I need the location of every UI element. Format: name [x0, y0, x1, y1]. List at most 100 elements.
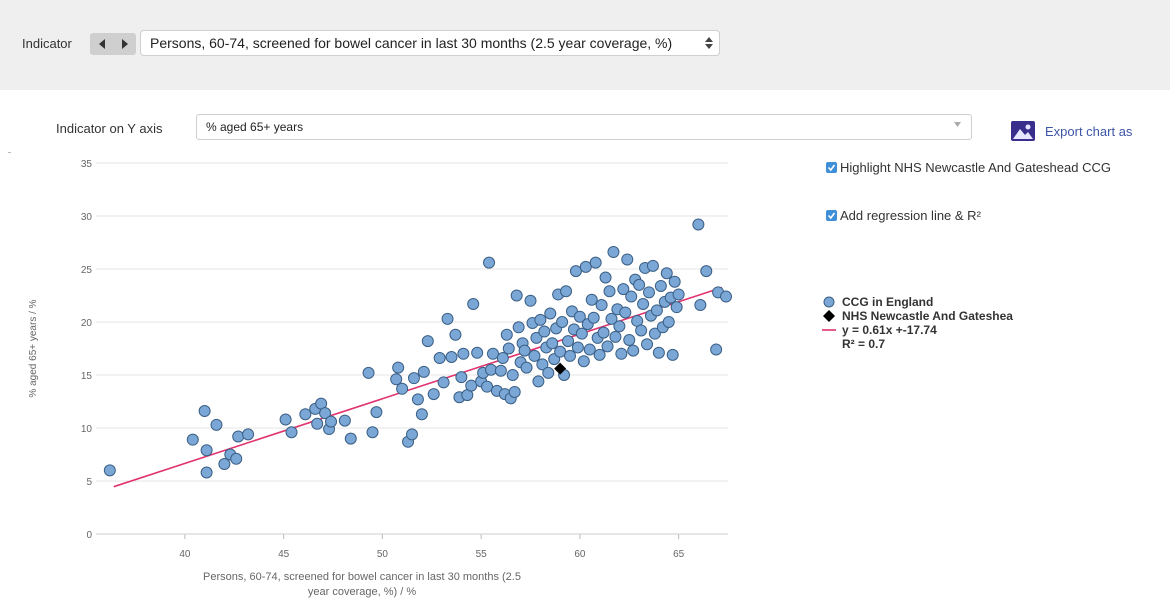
scatter-points	[103, 218, 733, 479]
data-point	[508, 385, 521, 398]
data-point	[554, 345, 567, 358]
x-axis-title-line-1: Persons, 60-74, screened for bowel cance…	[203, 571, 521, 583]
select-arrows-icon	[705, 37, 713, 49]
highlight-point	[554, 362, 567, 375]
data-point	[230, 452, 243, 465]
data-point	[417, 365, 430, 378]
data-point	[564, 349, 576, 362]
data-point	[672, 288, 685, 301]
y-tick-label: 30	[81, 212, 93, 223]
indicator-select[interactable]: Persons, 60-74, screened for bowel cance…	[140, 30, 720, 56]
next-indicator-button[interactable]	[113, 33, 136, 55]
legend-r2: R² = 0.7	[842, 337, 886, 351]
y-tick-label: 20	[81, 318, 93, 329]
data-point	[500, 328, 513, 341]
data-point	[299, 408, 312, 421]
x-tick-label: 65	[673, 549, 685, 560]
x-tick-label: 50	[377, 549, 389, 560]
data-point	[660, 267, 673, 280]
data-point	[637, 297, 650, 310]
data-point	[569, 265, 582, 278]
data-point	[599, 271, 612, 284]
data-point	[433, 352, 446, 365]
data-point	[617, 283, 630, 296]
data-point	[528, 349, 541, 362]
x-axis-title: Persons, 60-74, screened for bowel cance…	[203, 571, 521, 598]
data-point	[573, 310, 586, 323]
data-point	[520, 361, 533, 374]
data-point	[481, 380, 494, 393]
data-point	[471, 346, 484, 359]
data-point	[710, 343, 723, 356]
x-tick-label: 60	[574, 549, 586, 560]
regression-line-checkbox[interactable]: Add regression line & R²	[826, 206, 981, 225]
y-tick-label: 5	[86, 477, 92, 488]
data-point	[641, 338, 654, 351]
data-point	[103, 464, 116, 477]
chevron-right-icon	[121, 39, 128, 49]
data-point	[362, 366, 375, 379]
data-point	[583, 343, 596, 356]
data-point	[415, 408, 428, 421]
data-point	[619, 306, 632, 319]
data-point	[585, 293, 598, 306]
data-point	[455, 371, 468, 384]
data-point	[607, 246, 620, 259]
data-point	[613, 320, 626, 333]
data-point	[344, 432, 357, 445]
data-point	[542, 366, 555, 379]
data-point	[506, 369, 519, 381]
data-point	[186, 433, 199, 446]
data-point	[603, 285, 616, 298]
data-point	[421, 335, 434, 348]
data-point	[502, 342, 515, 355]
data-point	[546, 337, 559, 350]
legend-item-r2: R² = 0.7	[842, 337, 1013, 351]
data-point	[605, 312, 618, 325]
data-point	[534, 313, 547, 326]
indicator-select-value: Persons, 60-74, screened for bowel cance…	[150, 35, 673, 51]
indicator-toolbar: Indicator Persons, 60-74, screened for b…	[0, 0, 1170, 90]
data-point	[198, 405, 211, 418]
y-axis-ticks: 0 5 10 15 20 25 30 35	[81, 159, 93, 541]
data-point	[486, 347, 499, 360]
data-point	[654, 279, 667, 292]
data-point	[538, 325, 551, 338]
line-marker-icon	[822, 329, 836, 331]
legend-item-highlight: NHS Newcastle And Gateshea	[822, 309, 1013, 323]
circle-marker-icon	[823, 296, 835, 308]
legend-ccg-label: CCG in England	[842, 295, 934, 309]
export-chart-button[interactable]: Export chart as	[1011, 121, 1132, 141]
chart-grid	[96, 162, 728, 482]
data-point	[390, 373, 403, 386]
legend-highlight-label: NHS Newcastle And Gateshea	[842, 309, 1013, 323]
data-point	[635, 324, 648, 337]
data-point	[496, 352, 509, 365]
data-point	[692, 218, 705, 231]
indicator-label: Indicator	[22, 36, 72, 51]
legend-item-regression: y = 0.61x +-17.74	[822, 323, 1013, 337]
data-point	[427, 388, 440, 401]
y-axis-title: % aged 65+ years / %	[28, 299, 39, 397]
previous-indicator-button[interactable]	[90, 33, 113, 55]
highlight-ccg-checkbox[interactable]: Highlight NHS Newcastle And Gateshead CC…	[826, 158, 1156, 177]
data-point	[650, 304, 663, 317]
data-point	[589, 256, 602, 269]
data-point	[407, 372, 420, 385]
data-point	[633, 278, 646, 291]
data-point	[242, 428, 255, 441]
data-point	[662, 316, 675, 328]
x-tick-label: 45	[278, 549, 290, 560]
diamond-marker-icon	[823, 310, 835, 322]
y-axis-indicator-select[interactable]: % aged 65+ years	[196, 114, 972, 140]
data-point	[467, 297, 480, 310]
data-point	[595, 299, 608, 312]
y-tick-label: 0	[86, 530, 92, 541]
export-chart-label: Export chart as	[1045, 123, 1133, 139]
data-point	[575, 327, 588, 340]
data-point	[625, 290, 638, 303]
data-point	[483, 256, 496, 269]
y-tick-label: 35	[81, 159, 93, 170]
data-point	[518, 344, 531, 357]
data-point	[411, 393, 424, 406]
